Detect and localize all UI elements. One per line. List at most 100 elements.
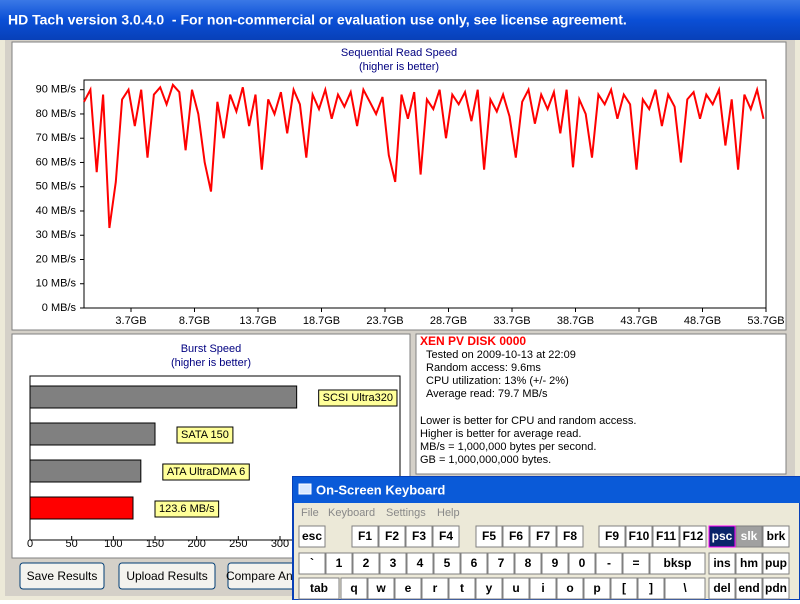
- key-label[interactable]: psc: [712, 529, 733, 543]
- key[interactable]: [556, 577, 584, 600]
- key-label[interactable]: 8: [525, 556, 532, 570]
- key-label[interactable]: tab: [310, 581, 328, 595]
- key-label[interactable]: -: [607, 556, 611, 570]
- key-label[interactable]: F10: [629, 529, 650, 543]
- key[interactable]: [487, 552, 515, 575]
- key-label[interactable]: u: [512, 581, 519, 595]
- key[interactable]: [679, 525, 707, 548]
- key[interactable]: [352, 552, 380, 575]
- key[interactable]: [421, 577, 449, 600]
- key[interactable]: [735, 525, 763, 548]
- key-label[interactable]: 5: [444, 556, 451, 570]
- key[interactable]: [649, 552, 706, 575]
- key-label[interactable]: w: [375, 581, 386, 595]
- key-label[interactable]: o: [566, 581, 573, 595]
- key-label[interactable]: F7: [536, 529, 550, 543]
- key[interactable]: [622, 552, 650, 575]
- key-label[interactable]: esc: [302, 529, 322, 543]
- key-label[interactable]: F9: [605, 529, 619, 543]
- key-label[interactable]: end: [738, 581, 759, 595]
- key[interactable]: [762, 525, 790, 548]
- key[interactable]: [708, 577, 736, 600]
- key[interactable]: [502, 577, 530, 600]
- key-label[interactable]: 1: [336, 556, 343, 570]
- key[interactable]: [652, 525, 680, 548]
- key[interactable]: [637, 577, 665, 600]
- key[interactable]: [379, 552, 407, 575]
- key[interactable]: [433, 552, 461, 575]
- key[interactable]: [460, 552, 488, 575]
- key-label[interactable]: F6: [509, 529, 523, 543]
- key[interactable]: [583, 577, 611, 600]
- key-label[interactable]: [: [622, 581, 626, 595]
- key[interactable]: [735, 552, 763, 575]
- key[interactable]: [708, 552, 736, 575]
- button[interactable]: [19, 562, 105, 590]
- key[interactable]: [529, 577, 557, 600]
- key-label[interactable]: e: [405, 581, 412, 595]
- key-label[interactable]: t: [460, 581, 464, 595]
- key-label[interactable]: \: [683, 581, 687, 595]
- key-label[interactable]: pup: [765, 556, 787, 570]
- key-label[interactable]: del: [713, 581, 730, 595]
- key[interactable]: [541, 552, 569, 575]
- key[interactable]: [529, 525, 557, 548]
- key-label[interactable]: 7: [498, 556, 505, 570]
- menu-item[interactable]: File: [301, 507, 319, 519]
- key-label[interactable]: pdn: [765, 581, 787, 595]
- key[interactable]: [325, 552, 353, 575]
- button-label[interactable]: Save Results: [27, 569, 98, 583]
- key[interactable]: [351, 525, 379, 548]
- key-label[interactable]: 6: [471, 556, 478, 570]
- key-label[interactable]: F12: [683, 529, 704, 543]
- key[interactable]: [340, 577, 368, 600]
- key-label[interactable]: slk: [741, 529, 758, 543]
- key[interactable]: [367, 577, 395, 600]
- key-label[interactable]: r: [433, 581, 438, 595]
- key-label[interactable]: =: [632, 556, 639, 570]
- key-label[interactable]: F3: [412, 529, 426, 543]
- key[interactable]: [598, 525, 626, 548]
- key-label[interactable]: `: [310, 556, 314, 570]
- key-label[interactable]: q: [350, 581, 357, 595]
- key-label[interactable]: F1: [358, 529, 372, 543]
- key-label[interactable]: ins: [713, 556, 731, 570]
- key[interactable]: [610, 577, 638, 600]
- key[interactable]: [625, 525, 653, 548]
- key-label[interactable]: p: [593, 581, 600, 595]
- key[interactable]: [514, 552, 542, 575]
- button-label[interactable]: Upload Results: [126, 569, 207, 583]
- key-label[interactable]: brk: [767, 529, 786, 543]
- menu-item[interactable]: Help: [437, 507, 460, 519]
- key[interactable]: [664, 577, 706, 600]
- key[interactable]: [298, 525, 326, 548]
- key[interactable]: [475, 525, 503, 548]
- key-label[interactable]: F8: [563, 529, 577, 543]
- key[interactable]: [405, 525, 433, 548]
- key-label[interactable]: hm: [740, 556, 758, 570]
- key[interactable]: [708, 525, 736, 548]
- key[interactable]: [762, 577, 790, 600]
- key[interactable]: [394, 577, 422, 600]
- key-label[interactable]: F2: [385, 529, 399, 543]
- key[interactable]: [502, 525, 530, 548]
- key-label[interactable]: ]: [649, 581, 653, 595]
- key[interactable]: [406, 552, 434, 575]
- menu-item[interactable]: Settings: [386, 507, 426, 519]
- key-label[interactable]: i: [541, 581, 544, 595]
- key[interactable]: [568, 552, 596, 575]
- key[interactable]: [735, 577, 763, 600]
- key[interactable]: [556, 525, 584, 548]
- key[interactable]: [298, 577, 340, 600]
- key[interactable]: [762, 552, 790, 575]
- key-label[interactable]: 4: [417, 556, 424, 570]
- menu-item[interactable]: Keyboard: [328, 507, 375, 519]
- key[interactable]: [475, 577, 503, 600]
- key-label[interactable]: F11: [656, 529, 676, 543]
- key[interactable]: [448, 577, 476, 600]
- key[interactable]: [595, 552, 623, 575]
- key-label[interactable]: bksp: [663, 556, 691, 570]
- key-label[interactable]: 3: [390, 556, 397, 570]
- key-label[interactable]: 0: [579, 556, 586, 570]
- key[interactable]: [378, 525, 406, 548]
